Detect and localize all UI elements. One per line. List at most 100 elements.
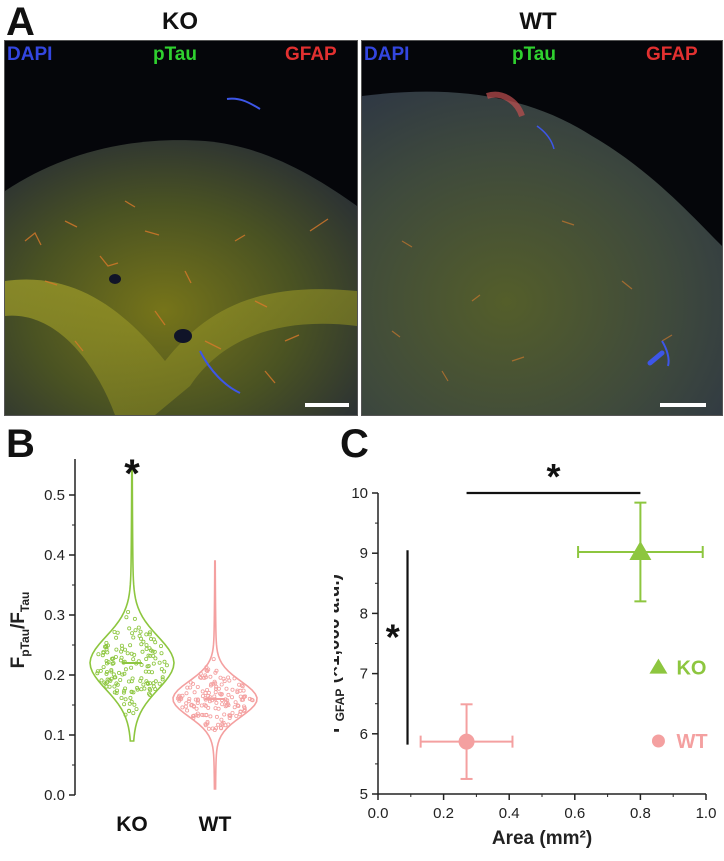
legend-marker-ko <box>649 658 668 674</box>
stain-label-ptau: pTau <box>153 44 197 65</box>
data-point <box>191 713 196 718</box>
data-point <box>109 668 114 673</box>
data-point <box>236 703 241 708</box>
x-tick-label: 0.8 <box>630 805 651 822</box>
data-point <box>160 677 165 682</box>
data-point <box>187 696 192 701</box>
data-point <box>128 695 133 700</box>
micrograph-title-wt: WT <box>519 8 557 35</box>
data-point <box>139 642 144 647</box>
data-point <box>126 679 131 684</box>
data-point <box>185 685 190 690</box>
stain-label-dapi: DAPI <box>364 44 410 65</box>
data-point <box>151 684 156 689</box>
data-point <box>149 670 154 675</box>
data-point <box>230 687 235 692</box>
data-point <box>159 667 164 672</box>
stain-label-gfap: GFAP <box>646 44 698 65</box>
data-point <box>188 680 193 685</box>
data-point <box>132 652 137 657</box>
data-point <box>122 702 127 707</box>
data-point <box>235 703 240 708</box>
legend-label-ko: KO <box>676 658 706 680</box>
data-point <box>107 684 112 689</box>
data-point <box>249 697 254 702</box>
scale-bar <box>660 403 706 407</box>
data-point <box>131 635 136 640</box>
panel-label-c: C <box>340 422 369 466</box>
data-point <box>226 722 231 727</box>
data-point <box>148 688 153 693</box>
data-point <box>147 681 152 686</box>
violin-chart: 0.0 0.1 0.2 0.3 0.4 0.5 FpTau/FTau KO WT * <box>8 452 258 836</box>
data-point <box>185 708 190 713</box>
data-point <box>193 697 198 702</box>
data-point <box>107 677 112 682</box>
stain-label-gfap: GFAP <box>285 44 337 65</box>
data-point <box>189 702 194 707</box>
data-point <box>219 717 224 722</box>
data-point <box>141 639 146 644</box>
legend-label-wt: WT <box>676 731 707 753</box>
data-point <box>109 676 114 681</box>
data-point <box>111 656 116 661</box>
data-point <box>147 692 152 697</box>
data-point <box>105 650 110 655</box>
data-point <box>233 700 238 705</box>
data-point <box>213 670 218 675</box>
violin-points-ko <box>95 609 169 717</box>
data-point <box>200 694 205 699</box>
data-point <box>204 712 209 717</box>
data-point <box>205 719 210 724</box>
data-point <box>147 646 152 651</box>
data-point <box>184 701 189 706</box>
data-point <box>235 690 240 695</box>
data-point <box>148 653 153 658</box>
data-point <box>211 657 216 662</box>
data-point <box>128 643 133 648</box>
data-point <box>123 686 128 691</box>
data-point <box>214 714 219 719</box>
data-point <box>126 609 131 614</box>
x-tick-label: 1.0 <box>696 805 717 822</box>
data-point <box>229 695 234 700</box>
data-point <box>195 711 200 716</box>
data-point <box>198 671 203 676</box>
data-point <box>200 689 205 694</box>
stain-label-dapi: DAPI <box>7 44 53 65</box>
data-point <box>235 688 240 693</box>
data-point <box>123 697 128 702</box>
data-point <box>183 704 188 709</box>
data-point <box>99 678 104 683</box>
data-point <box>143 669 148 674</box>
data-point <box>205 721 210 726</box>
data-point <box>206 726 211 731</box>
data-point <box>125 651 130 656</box>
y-tick-label: 0.2 <box>44 667 65 684</box>
data-point <box>203 703 208 708</box>
data-point <box>142 686 147 691</box>
data-point <box>158 644 163 649</box>
data-point <box>117 670 122 675</box>
data-point <box>124 615 129 620</box>
data-point <box>205 687 210 692</box>
data-point <box>240 697 245 702</box>
data-point <box>144 656 149 661</box>
data-point <box>219 692 224 697</box>
data-point <box>222 712 227 717</box>
data-point <box>101 665 106 670</box>
data-point <box>162 659 167 664</box>
data-point-ko <box>629 540 652 560</box>
data-point <box>115 688 120 693</box>
data-point <box>133 628 138 633</box>
data-point <box>119 695 124 700</box>
panel-label-b: B <box>6 422 35 466</box>
data-point <box>218 725 223 730</box>
data-point <box>132 616 137 621</box>
data-point <box>146 653 151 658</box>
data-point <box>122 688 127 693</box>
data-point <box>111 672 116 677</box>
data-point <box>114 635 119 640</box>
data-point <box>120 646 125 651</box>
data-point <box>195 698 200 703</box>
